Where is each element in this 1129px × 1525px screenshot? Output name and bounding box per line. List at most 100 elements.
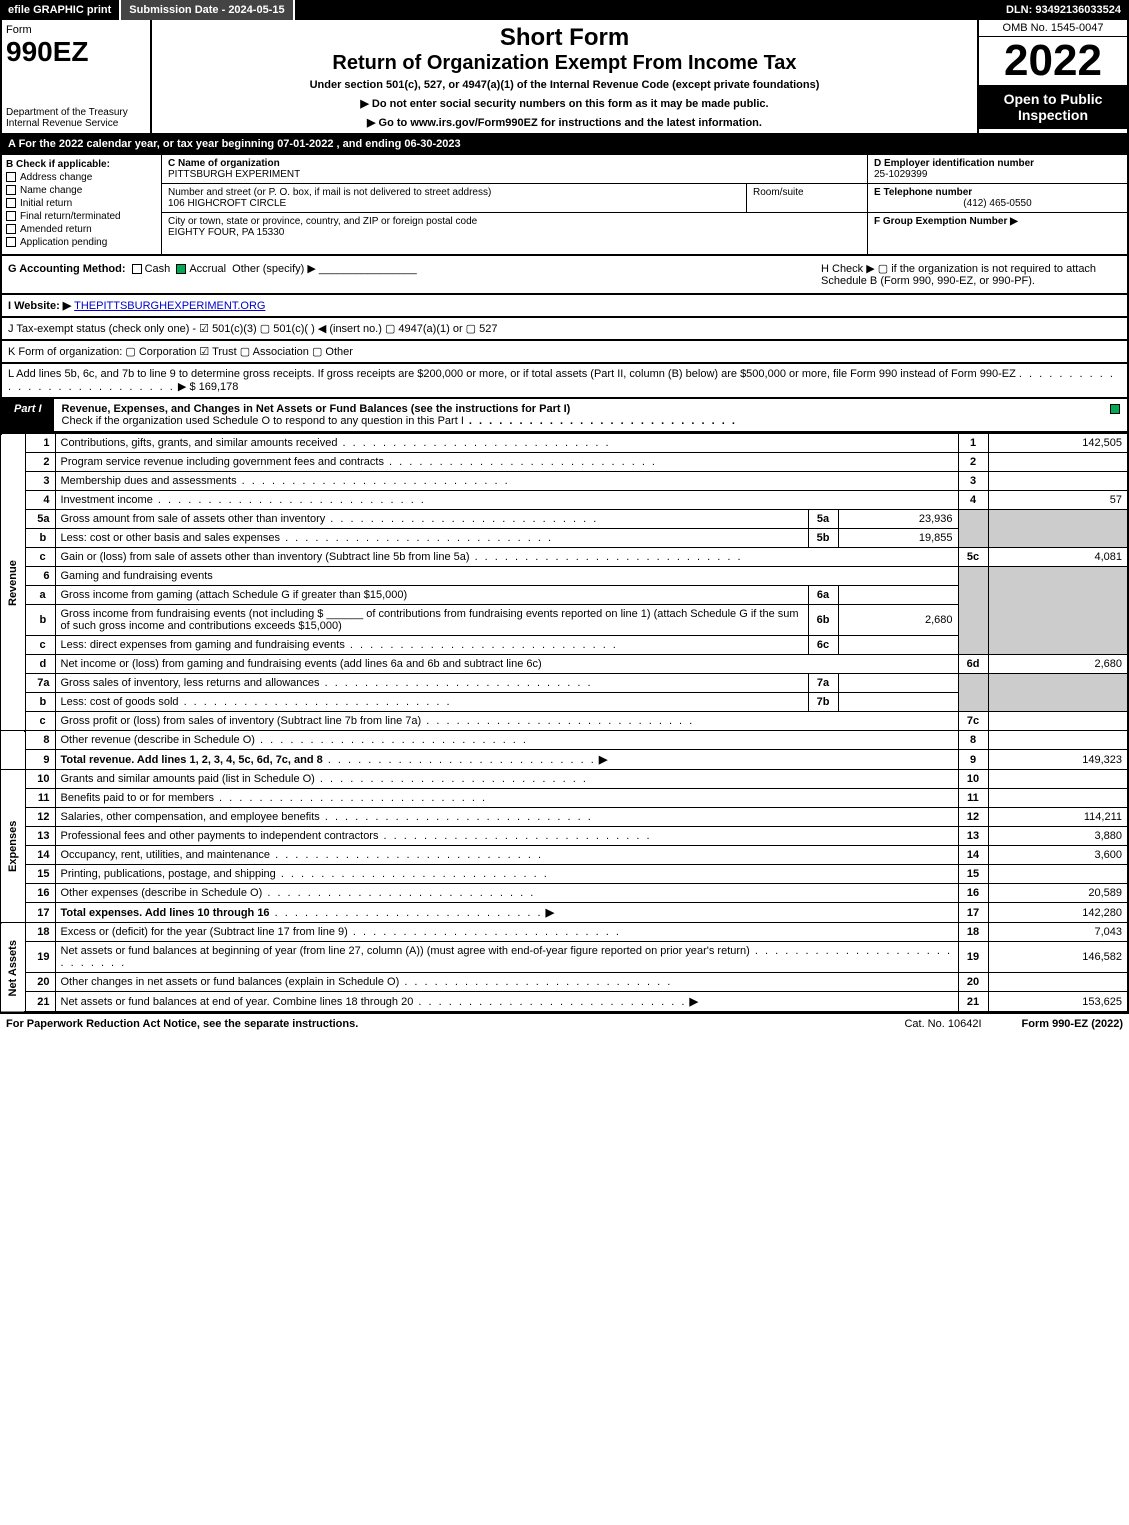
ln-11: 11 (25, 789, 55, 808)
desc-12: Salaries, other compensation, and employ… (61, 811, 320, 823)
ln-6b: b (25, 605, 55, 636)
section-k: K Form of organization: ▢ Corporation ☑ … (0, 341, 1129, 364)
desc-16: Other expenses (describe in Schedule O) (61, 887, 263, 899)
ln-9: 9 (25, 750, 55, 770)
subval-5a: 23,936 (838, 510, 958, 529)
part1-title: Revenue, Expenses, and Changes in Net As… (54, 399, 1103, 431)
num-12: 12 (958, 808, 988, 827)
footer-left: For Paperwork Reduction Act Notice, see … (6, 1018, 358, 1030)
footer-mid: Cat. No. 10642I (904, 1018, 981, 1030)
chk-schedule-o[interactable] (1110, 404, 1120, 414)
form-label: Form (6, 24, 32, 36)
ln-2: 2 (25, 453, 55, 472)
val-12: 114,211 (988, 808, 1128, 827)
no-ssn-note: ▶ Do not enter social security numbers o… (156, 97, 973, 110)
ln-7a: 7a (25, 674, 55, 693)
lbl-amended: Amended return (20, 224, 92, 235)
ln-15: 15 (25, 865, 55, 884)
subln-5a: 5a (808, 510, 838, 529)
side-expenses: Expenses (1, 770, 25, 923)
desc-7b: Less: cost of goods sold (61, 696, 179, 708)
val-8 (988, 731, 1128, 750)
desc-5a: Gross amount from sale of assets other t… (61, 513, 326, 525)
desc-6b1: Gross income from fundraising events (no… (61, 608, 324, 620)
lbl-other-method: Other (specify) ▶ (232, 263, 316, 275)
num-16: 16 (958, 884, 988, 903)
ln-14: 14 (25, 846, 55, 865)
section-a: A For the 2022 calendar year, or tax yea… (0, 135, 1129, 155)
open-public-badge: Open to Public Inspection (979, 85, 1127, 129)
num-7c: 7c (958, 712, 988, 731)
chk-name-change[interactable] (6, 185, 16, 195)
desc-6a: Gross income from gaming (attach Schedul… (61, 589, 408, 601)
chk-initial-return[interactable] (6, 198, 16, 208)
val-19: 146,582 (988, 942, 1128, 973)
irs-label: Internal Revenue Service (6, 118, 118, 129)
desc-5c: Gain or (loss) from sale of assets other… (61, 551, 470, 563)
lbl-group-exemption: F Group Exemption Number ▶ (874, 216, 1018, 227)
omb-number: OMB No. 1545-0047 (979, 20, 1127, 37)
lbl-ein: D Employer identification number (874, 158, 1034, 169)
desc-14: Occupancy, rent, utilities, and maintena… (61, 849, 271, 861)
under-section: Under section 501(c), 527, or 4947(a)(1)… (156, 79, 973, 91)
section-h: H Check ▶ ▢ if the organization is not r… (821, 262, 1121, 287)
section-l-text: L Add lines 5b, 6c, and 7b to line 9 to … (8, 368, 1016, 380)
subln-6c: 6c (808, 636, 838, 655)
chk-amended[interactable] (6, 224, 16, 234)
website-link[interactable]: THEPITTSBURGHEXPERIMENT.ORG (74, 300, 265, 312)
ln-7c: c (25, 712, 55, 731)
subval-7b (838, 693, 958, 712)
val-18: 7,043 (988, 923, 1128, 942)
desc-9: Total revenue. Add lines 1, 2, 3, 4, 5c,… (61, 754, 323, 766)
val-13: 3,880 (988, 827, 1128, 846)
subval-6a (838, 586, 958, 605)
efile-link[interactable]: efile GRAPHIC print (0, 0, 121, 20)
section-g: G Accounting Method: Cash Accrual Other … (8, 262, 821, 287)
chk-cash[interactable] (132, 264, 142, 274)
desc-19: Net assets or fund balances at beginning… (61, 945, 750, 957)
ln-5c: c (25, 548, 55, 567)
desc-7a: Gross sales of inventory, less returns a… (61, 677, 320, 689)
lbl-cash: Cash (145, 263, 171, 275)
subval-6c (838, 636, 958, 655)
goto-link[interactable]: ▶ Go to www.irs.gov/Form990EZ for instru… (156, 116, 973, 129)
desc-6d: Net income or (loss) from gaming and fun… (61, 658, 542, 670)
num-4: 4 (958, 491, 988, 510)
val-4: 57 (988, 491, 1128, 510)
part1-header: Part I Revenue, Expenses, and Changes in… (0, 399, 1129, 433)
chk-address-change[interactable] (6, 172, 16, 182)
ln-3: 3 (25, 472, 55, 491)
num-21: 21 (958, 992, 988, 1013)
chk-app-pending[interactable] (6, 237, 16, 247)
submission-date: Submission Date - 2024-05-15 (121, 0, 294, 20)
side-netassets: Net Assets (1, 923, 25, 1013)
ln-10: 10 (25, 770, 55, 789)
desc-3: Membership dues and assessments (61, 475, 237, 487)
chk-final-return[interactable] (6, 211, 16, 221)
section-gh: G Accounting Method: Cash Accrual Other … (0, 256, 1129, 295)
part1-tab: Part I (2, 399, 54, 431)
subln-7b: 7b (808, 693, 838, 712)
lbl-final-return: Final return/terminated (20, 211, 121, 222)
val-17: 142,280 (988, 903, 1128, 923)
desc-2: Program service revenue including govern… (61, 456, 384, 468)
ln-18: 18 (25, 923, 55, 942)
val-16: 20,589 (988, 884, 1128, 903)
num-18: 18 (958, 923, 988, 942)
section-j: J Tax-exempt status (check only one) - ☑… (0, 318, 1129, 341)
chk-accrual[interactable] (176, 264, 186, 274)
section-b: B Check if applicable: Address change Na… (2, 155, 162, 254)
subln-5b: 5b (808, 529, 838, 548)
ln-17: 17 (25, 903, 55, 923)
subln-6a: 6a (808, 586, 838, 605)
footer-right: Form 990-EZ (2022) (1022, 1018, 1123, 1030)
desc-21: Net assets or fund balances at end of ye… (61, 996, 414, 1008)
num-19: 19 (958, 942, 988, 973)
ln-1: 1 (25, 434, 55, 453)
val-9: 149,323 (988, 750, 1128, 770)
org-name: PITTSBURGH EXPERIMENT (168, 169, 300, 180)
val-20 (988, 973, 1128, 992)
lbl-accrual: Accrual (189, 263, 226, 275)
section-def: D Employer identification number 25-1029… (867, 155, 1127, 254)
ln-7b: b (25, 693, 55, 712)
